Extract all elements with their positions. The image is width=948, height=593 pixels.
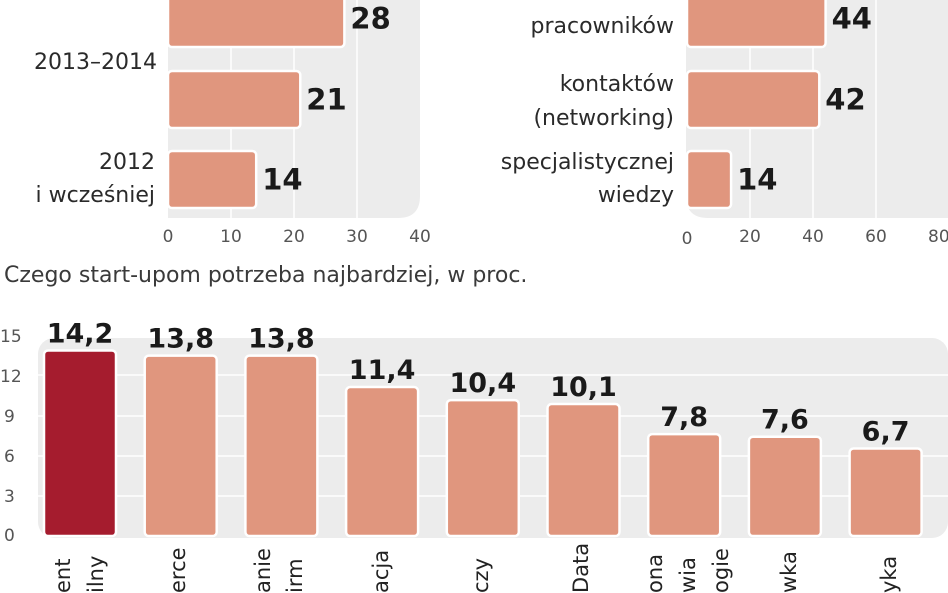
left-x-tick-30: 30 — [346, 227, 368, 247]
left-bar-0 — [166, 0, 346, 49]
bottom-y-tick-0: 0 — [4, 526, 15, 546]
bottom-bar-3 — [344, 385, 420, 538]
bottom-category-label-7a: ona — [643, 554, 667, 593]
bottom-category-label-7c: ogie — [709, 548, 733, 593]
bottom-bar-8 — [848, 447, 923, 538]
bottom-value-label-4: 10,4 — [449, 368, 516, 399]
right-x-tick-80: 80 — [928, 227, 948, 247]
right-value-label-2: 14 — [737, 163, 777, 197]
bottom-chart-subtitle: Czego start-upom potrzeba najbardziej, w… — [4, 263, 527, 288]
right-category-label-kontaktow-line2: (networking) — [533, 106, 674, 131]
left-value-label-2: 14 — [262, 163, 302, 197]
bottom-value-label-6: 7,8 — [660, 402, 708, 433]
right-bar-1 — [685, 69, 821, 130]
bottom-value-label-3: 11,4 — [349, 355, 416, 386]
bottom-bar-6 — [646, 432, 722, 538]
right-x-tick-40: 40 — [802, 227, 824, 247]
right-chart-bars: 44 42 14 — [685, 0, 872, 210]
left-value-label-1: 21 — [306, 83, 346, 117]
right-x-tick-20: 20 — [739, 227, 761, 247]
bottom-value-label-8: 6,7 — [862, 416, 910, 447]
bottom-bar-7 — [747, 435, 823, 538]
bottom-y-tick-9: 9 — [4, 407, 15, 427]
bottom-category-label-2: erce — [166, 547, 190, 593]
bottom-value-label-5: 10,1 — [550, 372, 617, 403]
bottom-bar-0 — [42, 349, 118, 538]
right-category-label-pracownikow: pracowników — [530, 14, 674, 39]
left-category-label-2013-2014: 2013–2014 — [34, 50, 157, 75]
bottom-category-label-9: yka — [877, 556, 901, 593]
bottom-value-label-2: 13,8 — [248, 324, 315, 355]
bottom-category-label-6: Data — [569, 543, 593, 593]
bottom-value-label-7: 7,6 — [761, 405, 809, 436]
bottom-y-tick-6: 6 — [4, 447, 15, 467]
bottom-category-label-8: wka — [777, 551, 801, 593]
bottom-category-label-1b: ilny — [84, 556, 108, 593]
bottom-bar-1 — [143, 354, 218, 538]
right-bar-0 — [685, 0, 827, 49]
bottom-category-label-3a: anie — [251, 548, 275, 593]
bottom-bar-2 — [244, 354, 319, 538]
bottom-value-label-0: 14,2 — [47, 318, 114, 349]
bottom-value-label-1: 13,8 — [147, 324, 214, 355]
bottom-category-label-7b: wia — [676, 557, 700, 593]
right-value-label-0: 44 — [832, 2, 872, 36]
left-chart-bars: 28 21 14 — [166, 0, 391, 210]
left-category-label-2012-line2: i wcześniej — [36, 183, 155, 208]
bottom-y-tick-12: 12 — [0, 367, 22, 387]
bottom-category-label-5: czy — [469, 558, 493, 593]
bottom-category-label-3b: irm — [283, 558, 307, 593]
right-bar-2 — [685, 149, 733, 210]
left-x-tick-10: 10 — [220, 227, 242, 247]
left-bar-1 — [166, 69, 302, 130]
bottom-bar-5 — [546, 402, 621, 538]
left-x-tick-0: 0 — [163, 227, 174, 247]
right-x-tick-0: 0 — [682, 229, 693, 249]
right-x-tick-60: 60 — [865, 227, 887, 247]
bottom-y-tick-3: 3 — [4, 487, 15, 507]
bottom-y-tick-15: 15 — [0, 327, 22, 347]
bottom-category-label-4: acja — [369, 550, 393, 593]
bottom-bar-4 — [445, 398, 521, 538]
right-category-label-wiedzy-line2: wiedzy — [598, 183, 674, 208]
left-value-label-0: 28 — [350, 2, 390, 36]
left-bar-2 — [166, 149, 258, 210]
bottom-chart-bars: 14,2 13,8 13,8 11,4 10,4 10,1 7,8 7,6 6,7 — [42, 318, 923, 538]
left-x-tick-40: 40 — [409, 227, 431, 247]
bottom-category-label-1a: ent — [51, 559, 75, 593]
left-category-label-2012-line1: 2012 — [99, 150, 155, 175]
right-category-label-wiedzy-line1: specjalistycznej — [501, 150, 674, 175]
right-value-label-1: 42 — [825, 83, 865, 117]
left-x-tick-20: 20 — [283, 227, 305, 247]
bottom-category-labels: ent ilny erce anie irm acja czy Data ona… — [51, 543, 901, 593]
right-category-label-kontaktow-line1: kontaktów — [560, 72, 674, 97]
